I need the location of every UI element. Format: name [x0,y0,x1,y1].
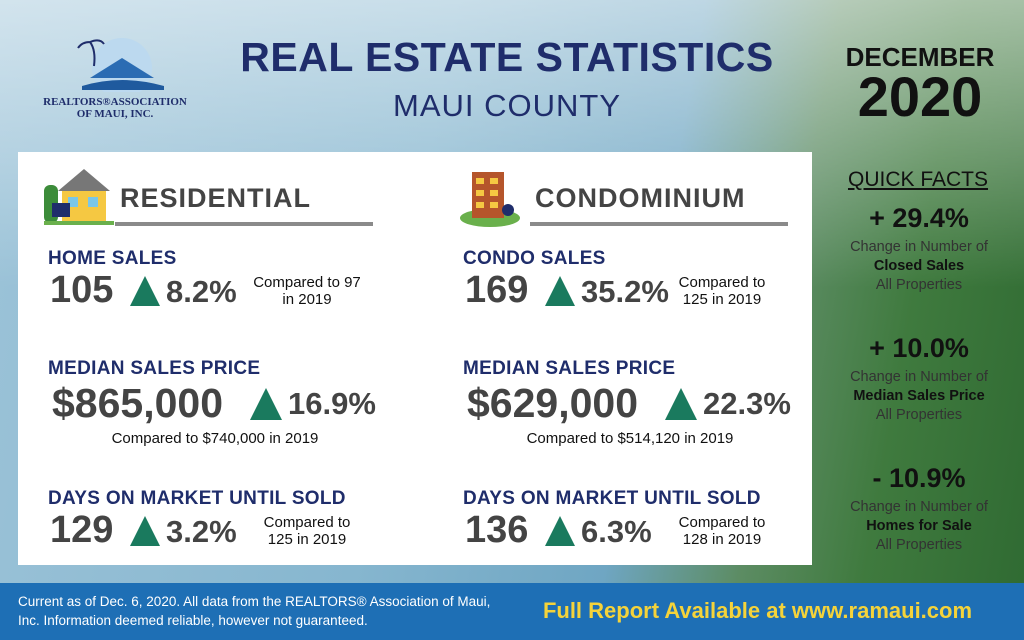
up-arrow-shape [250,388,282,420]
section-rule [530,222,788,226]
stat-comparison: Compared to 125 in 2019 [263,514,351,548]
fact-text: All Properties [875,407,963,423]
fact-text: Change in Number of [850,369,988,385]
stat-label: DAYS ON MARKET UNTIL SOLD [48,488,346,509]
stat-label: MEDIAN SALES PRICE [463,358,676,379]
up-arrow [545,516,575,546]
title: REAL ESTATE STATISTICS [240,34,774,80]
stat-value: 129 [50,509,114,551]
house-icon [44,169,114,225]
stat-change: 3.2% [166,514,237,549]
org-name: REALTORS®ASSOCIATION [43,96,187,108]
stat-comparison: Compared to 125 in 2019 [678,274,766,308]
stat-change: 16.9% [288,386,376,421]
section-heading: RESIDENTIAL [120,183,312,213]
fact-text: Change in Number of [850,499,988,515]
footer-bar [0,583,1024,640]
quick-facts-heading: QUICK FACTS [847,168,989,191]
stat-comparison: Compared to $740,000 in 2019 [111,430,319,447]
stat-change: 22.3% [703,386,791,421]
up-arrow-shape [665,388,697,420]
fact-text: All Properties [875,277,963,293]
stat-value: $629,000 [467,380,639,426]
report-link[interactable]: Full Report Available at www.ramaui.com [542,598,973,623]
org-name: OF MAUI, INC. [76,108,154,120]
stat-value: 105 [50,269,114,311]
stat-label: DAYS ON MARKET UNTIL SOLD [463,488,761,509]
fact-text: All Properties [875,537,963,553]
stat-change: 6.3% [581,514,652,549]
fact-emphasis: Median Sales Price [853,388,985,404]
logo-icon [77,38,164,92]
stat-label: MEDIAN SALES PRICE [48,358,261,379]
up-arrow [130,276,160,306]
up-arrow [250,388,282,420]
stat-comparison: Compared to 128 in 2019 [678,514,766,548]
fact-emphasis: Closed Sales [873,258,965,274]
fact-value: + 10.0% [869,333,969,363]
fact-value: - 10.9% [872,463,966,493]
up-arrow-shape [545,276,575,306]
up-arrow [665,388,697,420]
up-arrow-shape [130,276,160,306]
up-arrow [545,276,575,306]
stat-comparison: Compared to 97 in 2019 [253,274,361,308]
month: DECEMBER [845,42,995,72]
stat-comparison: Compared to $514,120 in 2019 [526,430,734,447]
stat-value: 169 [465,269,529,311]
up-arrow-shape [545,516,575,546]
year: 2020 [857,65,983,128]
subtitle: MAUI COUNTY [393,88,621,123]
stat-label: CONDO SALES [463,248,606,269]
disclaimer: Current as of Dec. 6, 2020. All data fro… [18,594,491,628]
stat-change: 35.2% [581,274,669,309]
stats-panel [18,152,812,565]
fact-value: + 29.4% [869,203,969,233]
up-arrow-shape [130,516,160,546]
stat-value: $865,000 [52,380,224,426]
up-arrow [130,516,160,546]
section-heading: CONDOMINIUM [535,183,746,213]
fact-text: Change in Number of [850,239,988,255]
stat-value: 136 [465,509,529,551]
fact-emphasis: Homes for Sale [866,518,972,534]
stat-label: HOME SALES [48,248,177,269]
building-icon [460,172,520,227]
section-rule [115,222,373,226]
stat-change: 8.2% [166,274,237,309]
